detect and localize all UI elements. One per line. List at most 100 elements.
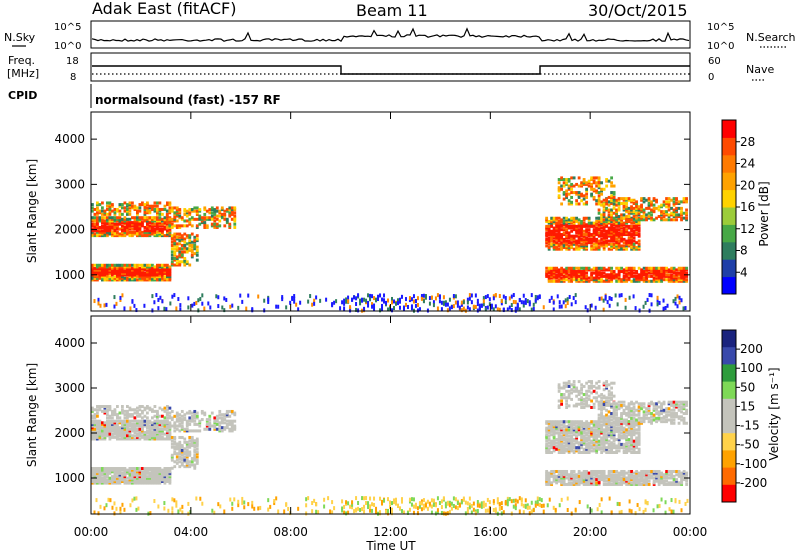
heatmap-cell bbox=[429, 296, 431, 300]
heatmap-cell bbox=[173, 247, 176, 250]
heatmap-cell bbox=[129, 420, 132, 423]
heatmap-cell bbox=[111, 410, 114, 413]
heatmap-cell bbox=[106, 208, 109, 211]
heatmap-cell bbox=[233, 425, 236, 428]
heatmap-cell bbox=[161, 228, 164, 231]
heatmap-cell bbox=[171, 442, 174, 445]
heatmap-cell bbox=[196, 218, 199, 221]
heatmap-cell bbox=[565, 470, 568, 473]
heatmap-cell bbox=[106, 420, 109, 423]
heatmap-cell bbox=[159, 296, 161, 300]
heatmap-cell bbox=[623, 202, 626, 205]
heatmap-cell bbox=[628, 470, 631, 473]
heatmap-cell bbox=[136, 433, 139, 436]
heatmap-cell bbox=[181, 444, 184, 447]
heatmap-cell bbox=[573, 473, 576, 476]
heatmap-cell bbox=[560, 470, 563, 473]
heatmap-cell bbox=[630, 280, 633, 283]
heatmap-cell bbox=[665, 267, 668, 270]
heatmap-cell bbox=[665, 278, 668, 281]
heatmap-cell bbox=[104, 421, 107, 424]
heatmap-cell bbox=[166, 420, 169, 423]
heatmap-cell bbox=[560, 202, 563, 205]
heatmap-cell bbox=[111, 416, 114, 419]
heatmap-cell bbox=[675, 478, 678, 481]
heatmap-cell bbox=[595, 189, 598, 192]
heatmap-cell bbox=[563, 198, 566, 201]
heatmap-cell bbox=[565, 428, 568, 431]
heatmap-cell bbox=[403, 307, 405, 311]
heatmap-cell bbox=[590, 470, 593, 473]
heatmap-cell bbox=[670, 267, 673, 270]
heatmap-cell bbox=[595, 185, 598, 188]
heatmap-cell bbox=[555, 475, 558, 478]
heatmap-cell bbox=[183, 241, 186, 244]
heatmap-cell bbox=[106, 201, 109, 204]
heatmap-cell bbox=[598, 401, 601, 404]
heatmap-cell bbox=[628, 402, 631, 405]
heatmap-cell bbox=[106, 467, 109, 470]
heatmap-cell bbox=[618, 215, 621, 218]
heatmap-cell bbox=[183, 447, 186, 450]
heatmap-cell bbox=[585, 305, 587, 309]
heatmap-cell bbox=[655, 199, 658, 202]
heatmap-cell bbox=[610, 213, 613, 216]
heatmap-cell bbox=[144, 272, 147, 275]
heatmap-cell bbox=[545, 443, 548, 446]
heatmap-cell bbox=[600, 230, 603, 233]
heatmap-cell bbox=[555, 448, 558, 451]
heatmap-cell bbox=[678, 481, 681, 484]
heatmap-cell bbox=[154, 467, 157, 470]
heatmap-cell bbox=[565, 298, 567, 302]
heatmap-cell bbox=[575, 235, 578, 238]
heatmap-cell bbox=[136, 278, 139, 281]
heatmap-cell bbox=[625, 240, 628, 243]
heatmap-cell bbox=[590, 449, 593, 452]
heatmap-cell bbox=[196, 459, 199, 462]
heatmap-cell bbox=[139, 408, 142, 411]
heatmap-cell bbox=[595, 433, 598, 436]
heatmap-cell bbox=[206, 423, 209, 426]
heatmap-cell bbox=[603, 199, 606, 202]
heatmap-cell bbox=[146, 264, 149, 267]
heatmap-cell bbox=[196, 412, 199, 415]
freq-panel-frame bbox=[91, 53, 690, 81]
heatmap-cell bbox=[379, 293, 381, 297]
heatmap-cell bbox=[176, 425, 179, 428]
heatmap-cell bbox=[143, 304, 145, 308]
heatmap-cell bbox=[218, 416, 221, 419]
heatmap-cell bbox=[615, 402, 618, 405]
heatmap-cell bbox=[648, 215, 651, 218]
heatmap-cell bbox=[94, 428, 97, 431]
heatmap-cell bbox=[620, 470, 623, 473]
heatmap-cell bbox=[608, 415, 611, 418]
heatmap-cell bbox=[663, 267, 666, 270]
heatmap-cell bbox=[275, 305, 277, 309]
heatmap-cell bbox=[96, 405, 99, 408]
heatmap-cell bbox=[625, 278, 628, 281]
heatmap-cell bbox=[151, 264, 154, 267]
heatmap-cell bbox=[168, 218, 171, 221]
heatmap-cell bbox=[218, 224, 221, 227]
heatmap-cell bbox=[171, 295, 173, 299]
heatmap-cell bbox=[610, 470, 613, 473]
heatmap-cell bbox=[233, 206, 236, 209]
heatmap-cell bbox=[600, 451, 603, 454]
heatmap-cell bbox=[443, 302, 445, 306]
heatmap-cell bbox=[109, 420, 112, 423]
heatmap-cell bbox=[211, 223, 214, 226]
heatmap-cell bbox=[96, 211, 99, 214]
heatmap-cell bbox=[575, 270, 578, 273]
heatmap-cell bbox=[233, 215, 236, 218]
heatmap-cell bbox=[638, 432, 641, 435]
heatmap-cell bbox=[615, 293, 617, 297]
heatmap-cell bbox=[635, 246, 638, 249]
heatmap-cell bbox=[181, 454, 184, 457]
heatmap-cell bbox=[527, 299, 529, 303]
heatmap-cell bbox=[598, 217, 601, 220]
heatmap-cell bbox=[176, 452, 179, 455]
heatmap-cell bbox=[603, 218, 606, 221]
freq-unit-label: [MHz] bbox=[7, 67, 39, 80]
heatmap-cell bbox=[565, 228, 568, 231]
heatmap-cell bbox=[93, 299, 95, 303]
